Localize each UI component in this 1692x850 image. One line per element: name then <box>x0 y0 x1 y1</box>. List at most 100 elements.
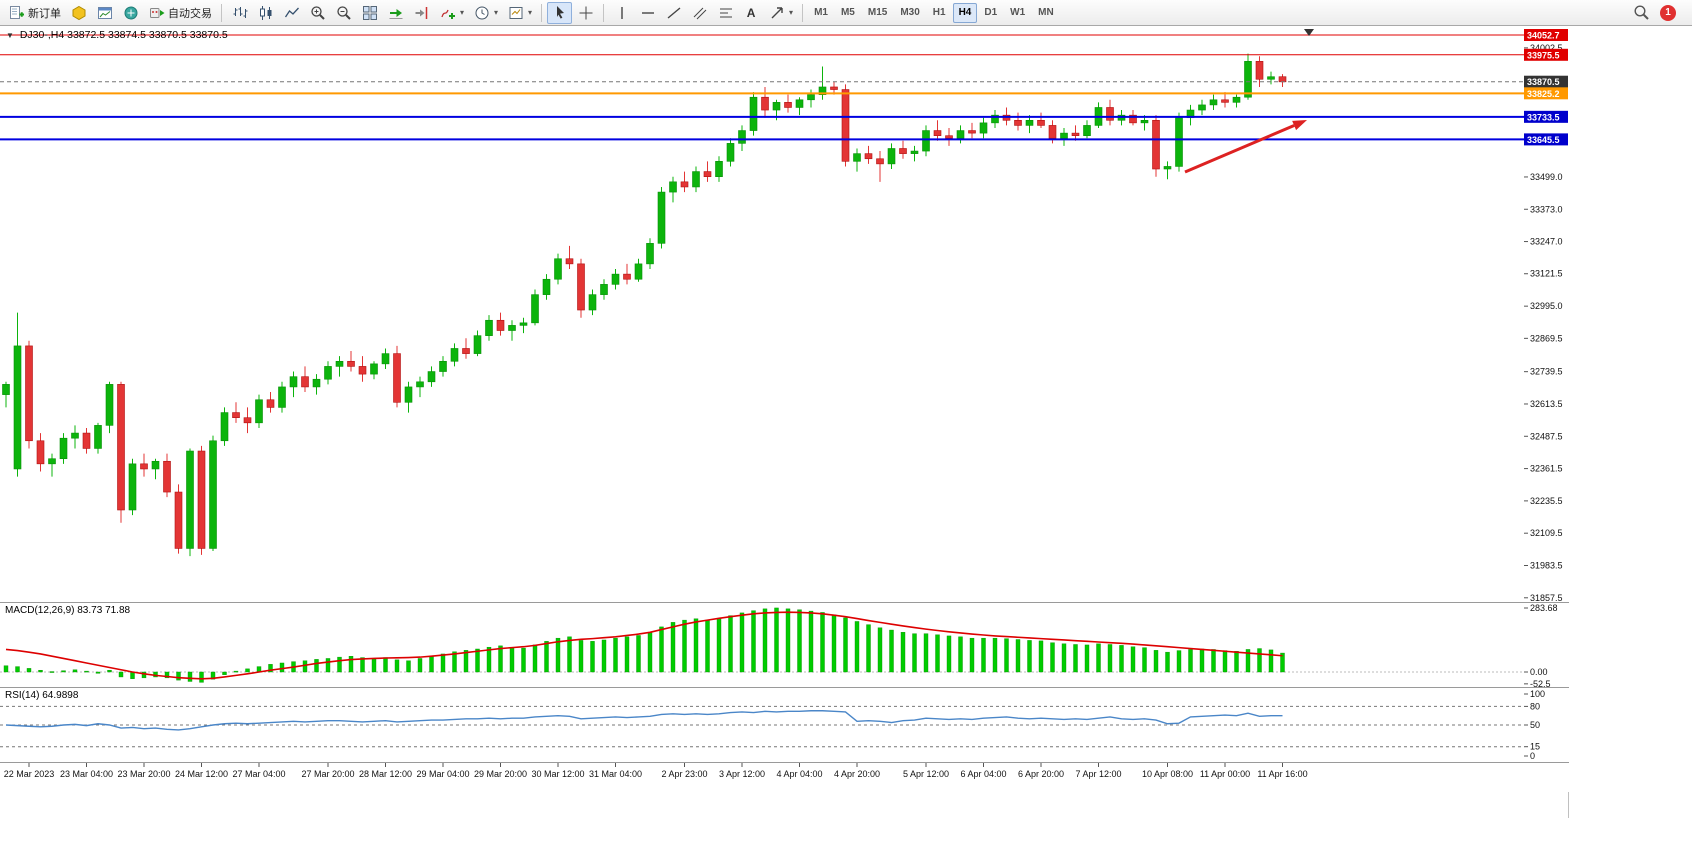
bar-chart-button[interactable] <box>227 2 252 24</box>
new-order-label: 新订单 <box>28 7 61 20</box>
timeframe-h4-button[interactable]: H4 <box>952 2 978 23</box>
profiles-icon <box>122 4 139 21</box>
time-tick-label: 11 Apr 00:00 <box>1200 769 1250 779</box>
macd-main-value: 83.73 <box>77 605 103 616</box>
price-tick-label: 32739.5 <box>1530 367 1563 377</box>
fibonacci-tool-button[interactable] <box>713 2 738 24</box>
macd-signal-line <box>5 611 1283 680</box>
timeframe-m5-button[interactable]: M5 <box>835 3 861 23</box>
macd-axis-label: -52.5 <box>1530 679 1551 689</box>
time-tick-label: 27 Mar 04:00 <box>232 769 285 779</box>
new-order-button[interactable]: 新订单 <box>4 2 65 24</box>
time-tick-label: 6 Apr 04:00 <box>960 769 1006 779</box>
macd-histogram <box>3 607 1285 683</box>
zoom-out-button[interactable] <box>331 2 356 24</box>
horizontal-line-icon <box>639 4 656 21</box>
time-tick-label: 24 Mar 12:00 <box>175 769 228 779</box>
macd-name: MACD(12,26,9) <box>5 605 75 616</box>
timeframe-h1-button[interactable]: H1 <box>927 3 952 23</box>
time-tick-label: 5 Apr 12:00 <box>903 769 949 779</box>
time-tick-label: 23 Mar 04:00 <box>60 769 113 779</box>
time-tick-label: 6 Apr 20:00 <box>1018 769 1064 779</box>
chart-shift-button[interactable] <box>409 2 434 24</box>
time-tick-label: 2 Apr 23:00 <box>661 769 707 779</box>
tile-windows-icon <box>361 4 378 21</box>
timeframe-m30-button[interactable]: M30 <box>894 3 925 23</box>
chart-shift-marker[interactable] <box>1304 29 1314 36</box>
templates-dropdown-caret[interactable]: ▾ <box>528 8 533 17</box>
arrows-tool-button[interactable]: ▾ <box>764 2 797 24</box>
time-tick-label: 23 Mar 20:00 <box>117 769 170 779</box>
timeframe-w1-button[interactable]: W1 <box>1004 3 1031 23</box>
rsi-line <box>5 710 1283 731</box>
timeframe-m15-button[interactable]: M15 <box>862 3 893 23</box>
price-tick-label: 33373.0 <box>1530 204 1563 214</box>
rsi-axis-label: 50 <box>1530 720 1540 730</box>
tile-windows-button[interactable] <box>357 2 382 24</box>
periods-clock-icon <box>473 4 490 21</box>
auto-trading-button[interactable]: 自动交易 <box>144 2 216 24</box>
horizontal-line-tool-button[interactable] <box>635 2 660 24</box>
time-tick-label: 3 Apr 12:00 <box>719 769 765 779</box>
indicators-button[interactable]: ▾ <box>435 2 468 24</box>
search-icon[interactable] <box>1633 4 1650 21</box>
cursor-tool-button[interactable] <box>547 1 573 24</box>
chart-menu-icon[interactable]: ▼ <box>6 31 14 40</box>
vertical-line-tool-button[interactable] <box>609 2 634 24</box>
new-chart-button[interactable] <box>92 2 117 24</box>
price-tag: 33975.5 <box>1524 48 1568 61</box>
auto-scroll-button[interactable] <box>383 2 408 24</box>
line-chart-button[interactable] <box>279 2 304 24</box>
crosshair-icon <box>577 4 594 21</box>
chart-canvas[interactable]: 34002.5 33499.0 33373.0 33247.0 33121.5 32995… <box>0 26 1569 792</box>
toolbar-separator <box>541 3 543 22</box>
arrows-dropdown-caret[interactable]: ▾ <box>789 8 794 17</box>
vertical-line-icon <box>613 4 630 21</box>
time-tick-label: 4 Apr 20:00 <box>834 769 880 779</box>
price-tick-label: 32235.5 <box>1530 496 1563 506</box>
indicators-dropdown-caret[interactable]: ▾ <box>460 8 465 17</box>
time-tick-label: 29 Mar 20:00 <box>474 769 527 779</box>
rsi-name: RSI(14) <box>5 690 40 701</box>
price-tick-label: 32613.5 <box>1530 399 1563 409</box>
price-axis: 34002.5 33499.0 33373.0 33247.0 33121.5 32995… <box>1524 43 1563 603</box>
time-axis: 22 Mar 2023 23 Mar 04:00 23 Mar 20:00 24 Ma… <box>4 763 1308 779</box>
rsi-axis-label: 100 <box>1530 689 1545 699</box>
toolbar-separator <box>221 3 222 22</box>
notification-badge[interactable]: 1 <box>1660 4 1676 21</box>
horizontal-level-lines[interactable] <box>0 34 1524 141</box>
trendline-tool-button[interactable] <box>661 2 686 24</box>
new-order-icon <box>8 4 25 21</box>
templates-icon <box>507 4 524 21</box>
candlestick-chart-button[interactable] <box>253 2 278 24</box>
fibonacci-icon <box>717 4 734 21</box>
rsi-indicator-label: RSI(14) 64.9898 <box>5 690 78 701</box>
rsi-value: 64.9898 <box>42 690 79 701</box>
timeframe-d1-button[interactable]: D1 <box>978 3 1003 23</box>
text-tool-button[interactable]: A <box>739 2 763 24</box>
timeframe-m1-button[interactable]: M1 <box>808 3 834 23</box>
zoom-in-button[interactable] <box>305 2 330 24</box>
periods-dropdown-caret[interactable]: ▾ <box>494 8 499 17</box>
templates-button[interactable]: ▾ <box>503 2 536 24</box>
rsi-axis-label: 15 <box>1530 742 1540 752</box>
svg-text:33733.5: 33733.5 <box>1527 112 1560 122</box>
periods-button[interactable]: ▾ <box>469 2 502 24</box>
time-tick-label: 10 Apr 08:00 <box>1142 769 1193 779</box>
channel-tool-button[interactable] <box>687 2 712 24</box>
price-tag: 33645.5 <box>1524 133 1568 146</box>
time-tick-label: 22 Mar 2023 <box>4 769 55 779</box>
timeframe-mn-button[interactable]: MN <box>1032 3 1060 23</box>
crosshair-tool-button[interactable] <box>573 2 598 24</box>
profiles-button[interactable] <box>118 2 143 24</box>
zoom-in-icon <box>309 4 326 21</box>
svg-text:33975.5: 33975.5 <box>1527 50 1560 60</box>
price-tick-label: 32995.0 <box>1530 301 1563 311</box>
channel-icon <box>691 4 708 21</box>
time-tick-label: 27 Mar 20:00 <box>301 769 354 779</box>
time-tick-label: 4 Apr 04:00 <box>776 769 822 779</box>
macd-axis-label: 0.00 <box>1530 667 1548 677</box>
svg-text:34052.7: 34052.7 <box>1527 30 1560 40</box>
metaeditor-button[interactable] <box>66 2 91 24</box>
trend-arrow-annotation[interactable] <box>1184 120 1307 174</box>
